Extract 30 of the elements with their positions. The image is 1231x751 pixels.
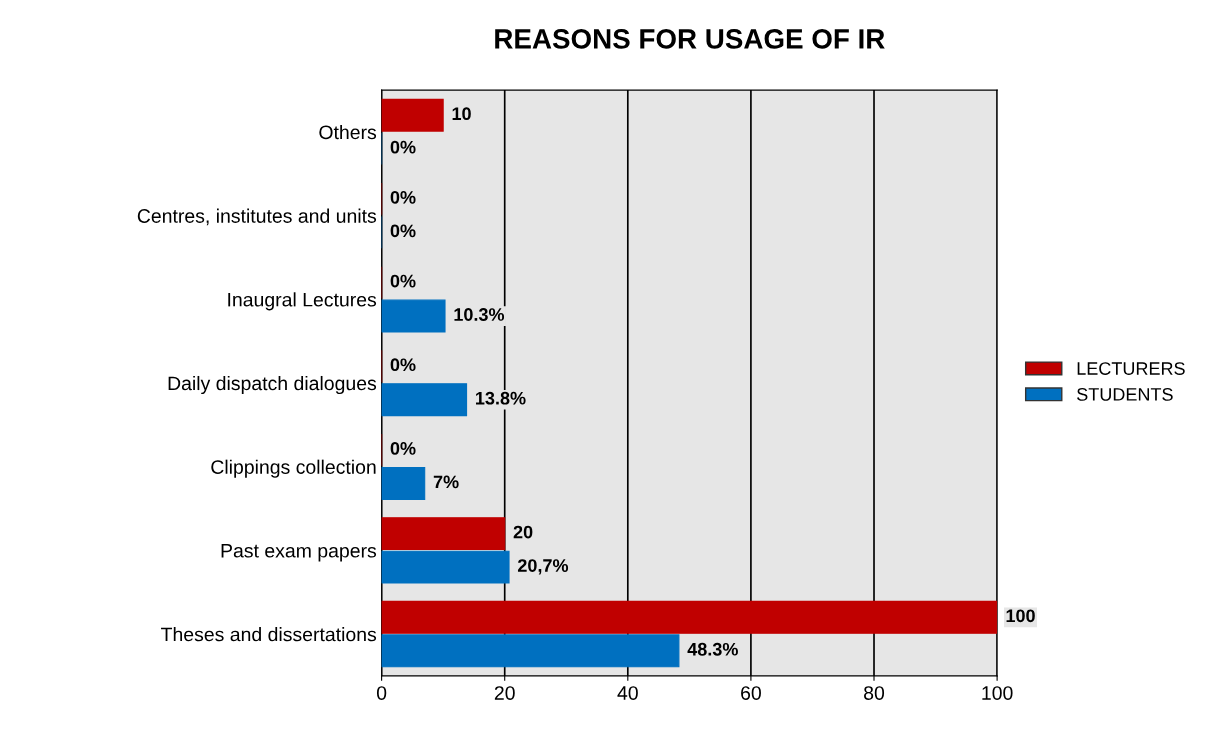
y-tick-label: Theses and dissertations [161,627,377,642]
data-label: 48.3% [687,642,738,656]
y-tick-label: Centres, institutes and units [137,208,377,226]
y-tick-label: Inaugral Lectures [228,292,377,311]
data-label: 10 [452,107,471,121]
data-label: 100 [1006,609,1035,623]
x-tick-label: 60 [741,686,761,700]
x-tick-label: 0 [376,686,387,700]
data-label: 0% [390,442,416,455]
y-tick-label: Past exam papers [221,544,377,562]
chart-title: REASONS FOR USAGE OF IR [495,29,885,49]
legend-label: LECTURERS [1077,362,1185,375]
data-label: 7% [433,475,459,489]
data-label: 0% [390,224,416,238]
y-tick-label: Clippings collection [211,459,376,478]
data-label: 13.8% [476,391,526,405]
data-label: 0% [390,274,416,288]
y-tick-label: Daily dispatch dialogues [168,375,377,395]
data-label: 20,7% [517,559,569,575]
legend-label: STUDENTS [1077,388,1173,401]
data-label: 20 [513,525,533,539]
data-label: 10.3% [454,308,505,321]
y-tick-label: Others [319,124,377,140]
x-tick-label: 100 [982,686,1013,700]
x-tick-label: 40 [617,686,638,700]
x-tick-label: 20 [494,686,515,700]
data-label: 0% [390,140,416,154]
data-label: 0% [390,190,416,204]
data-label: 0% [390,358,416,372]
x-tick-label: 80 [864,686,885,700]
